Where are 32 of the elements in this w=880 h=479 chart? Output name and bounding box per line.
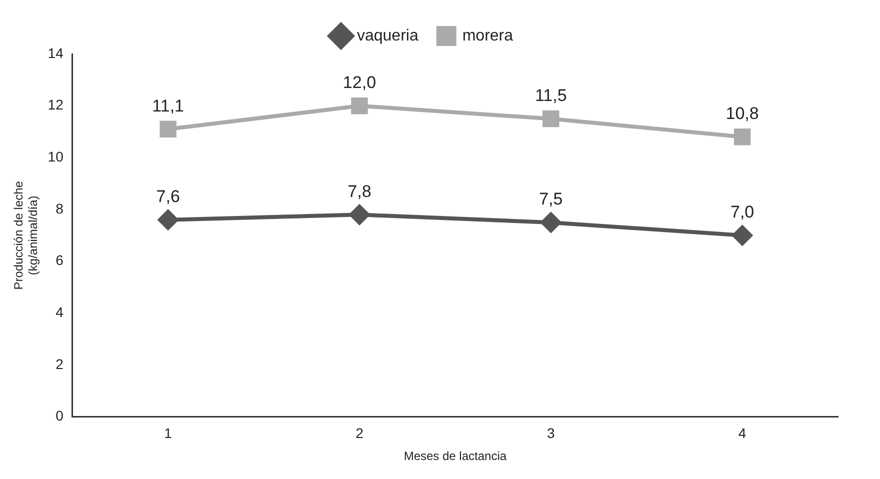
- data-label: 7,6: [156, 187, 180, 206]
- y-tick-label: 10: [48, 148, 64, 165]
- data-label: 11,5: [534, 86, 567, 105]
- y-tick-label: 4: [56, 304, 64, 320]
- y-tick-label: 14: [48, 44, 64, 61]
- point: [732, 225, 752, 246]
- x-axis-title: Meses de lactancia: [404, 449, 507, 464]
- data-label: 11,1: [152, 96, 184, 116]
- y-tick-label: 2: [56, 356, 64, 372]
- x-tick-label: 3: [546, 425, 555, 442]
- point: [542, 110, 560, 128]
- point: [160, 120, 176, 138]
- point: [158, 210, 178, 230]
- data-label: 10,8: [726, 104, 759, 124]
- legend-label: morera: [462, 27, 514, 44]
- y-axis-title: Producción de leche (kg/animal/día): [12, 180, 40, 290]
- y-tick-label: 0: [56, 408, 64, 424]
- x-tick-label: 1: [164, 425, 172, 442]
- y-tick-label: 8: [56, 200, 64, 216]
- point: [734, 128, 751, 146]
- data-label: 7,5: [539, 190, 563, 209]
- legend-label: vaqueria: [356, 27, 418, 44]
- y-tick-label: 12: [48, 96, 64, 113]
- data-label: 7,8: [348, 182, 372, 201]
- data-label: 7,0: [730, 202, 754, 222]
- data-label: 12,0: [342, 73, 376, 92]
- point: [351, 97, 368, 114]
- x-tick-label: 2: [356, 425, 364, 442]
- point: [349, 204, 370, 225]
- y-tick-label: 6: [56, 252, 64, 268]
- x-tick-label: 4: [738, 425, 746, 442]
- point: [540, 212, 561, 232]
